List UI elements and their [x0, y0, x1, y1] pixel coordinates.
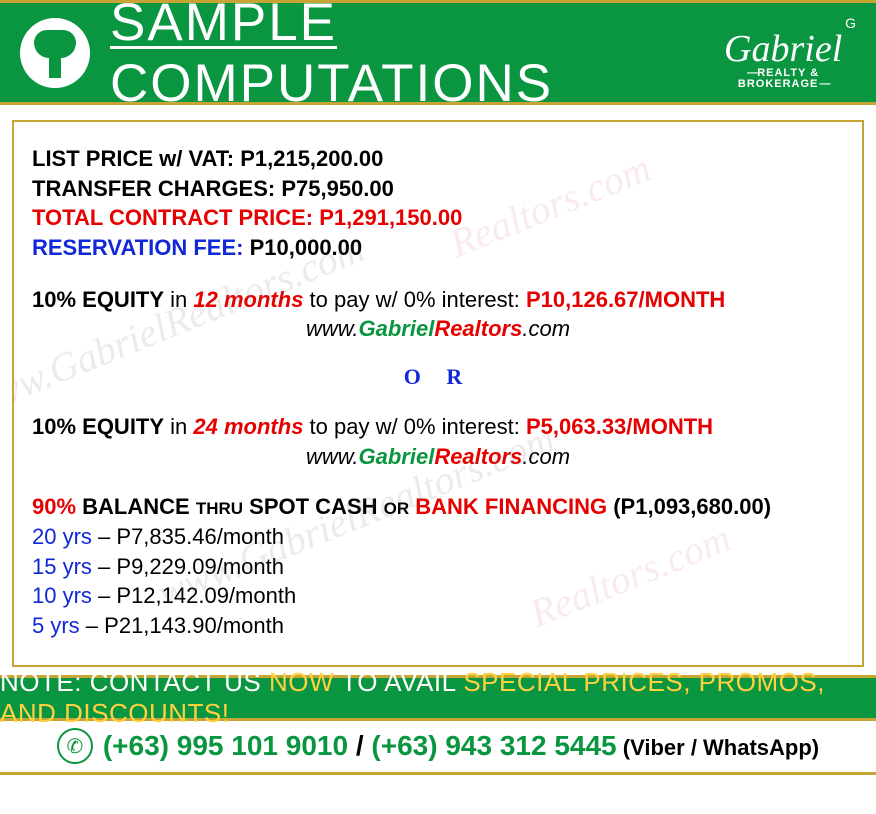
note-pre: NOTE: CONTACT US — [0, 667, 269, 697]
header-bar: SAMPLE COMPUTATIONS G Gabriel REALTY & B… — [0, 0, 876, 105]
balance-amt: P7,835.46/month — [116, 524, 284, 549]
balance-pct: 90% — [32, 494, 76, 519]
balance-thru: THRU — [196, 499, 243, 518]
equity-terms: to pay w/ 0% interest: — [303, 287, 526, 312]
balance-term: 10 yrs — [32, 583, 92, 608]
total-label: TOTAL CONTRACT PRICE: — [32, 205, 319, 230]
equity-pct: 10% EQUITY — [32, 414, 164, 439]
content-wrap: www.GabrielRealtors.com Realtors.com www… — [0, 105, 876, 667]
site-www: www. — [306, 316, 359, 341]
phone-bar: ✆ (+63) 995 101 9010 / (+63) 943 312 544… — [0, 721, 876, 775]
transfer-label: TRANSFER CHARGES: — [32, 176, 281, 201]
equity-24mo-row: 10% EQUITY in 24 months to pay w/ 0% int… — [32, 412, 844, 442]
phone-slash: / — [348, 730, 371, 761]
equity-in: in — [164, 287, 193, 312]
site-com: .com — [522, 444, 570, 469]
balance-or: OR — [384, 499, 410, 518]
balance-spot: SPOT CASH — [243, 494, 384, 519]
balance-sep: – — [92, 583, 116, 608]
equity-months: 24 months — [193, 414, 303, 439]
balance-term: 5 yrs — [32, 613, 80, 638]
total-contract-row: TOTAL CONTRACT PRICE: P1,291,150.00 — [32, 203, 844, 233]
balance-term: 20 yrs — [32, 524, 92, 549]
note-text: NOTE: CONTACT US NOW TO AVAIL SPECIAL PR… — [0, 667, 876, 729]
list-price-row: LIST PRICE w/ VAT: P1,215,200.00 — [32, 144, 844, 174]
phone-apps: (Viber / WhatsApp) — [617, 735, 820, 760]
list-price-label: LIST PRICE w/ VAT: — [32, 146, 240, 171]
reservation-label: RESERVATION FEE: — [32, 235, 250, 260]
equity-terms: to pay w/ 0% interest: — [303, 414, 526, 439]
equity-pct: 10% EQUITY — [32, 287, 164, 312]
note-mid: TO AVAIL — [334, 667, 463, 697]
equity-amount: P5,063.33/MONTH — [526, 414, 713, 439]
list-price-value: P1,215,200.00 — [240, 146, 383, 171]
mushroom-logo-icon — [20, 18, 90, 88]
brand-block: G Gabriel REALTY & BROKERAGE — [710, 16, 856, 90]
site-realtors: Realtors — [434, 316, 522, 341]
equity-in: in — [164, 414, 193, 439]
balance-sep: – — [92, 524, 116, 549]
website-line: www.GabrielRealtors.com — [32, 316, 844, 342]
site-gabriel: Gabriel — [359, 316, 435, 341]
site-realtors: Realtors — [434, 444, 522, 469]
balance-header-row: 90% BALANCE THRU SPOT CASH OR BANK FINAN… — [32, 492, 844, 522]
note-bar: NOTE: CONTACT US NOW TO AVAIL SPECIAL PR… — [0, 675, 876, 721]
balance-term: 15 yrs — [32, 554, 92, 579]
equity-12mo-row: 10% EQUITY in 12 months to pay w/ 0% int… — [32, 285, 844, 315]
phone-number-2: (+63) 943 312 5445 — [371, 730, 616, 761]
page-title: SAMPLE COMPUTATIONS — [110, 0, 710, 114]
note-now: NOW — [269, 667, 334, 697]
balance-item: 15 yrs – P9,229.09/month — [32, 552, 844, 582]
site-gabriel: Gabriel — [359, 444, 435, 469]
phone-number-1: (+63) 995 101 9010 — [103, 730, 348, 761]
equity-amount: P10,126.67/MONTH — [526, 287, 725, 312]
balance-item: 20 yrs – P7,835.46/month — [32, 522, 844, 552]
balance-amt: P21,143.90/month — [104, 613, 284, 638]
balance-amt: P9,229.09/month — [116, 554, 284, 579]
balance-word: BALANCE — [76, 494, 196, 519]
computation-box: www.GabrielRealtors.com Realtors.com www… — [12, 120, 864, 667]
total-value: P1,291,150.00 — [319, 205, 462, 230]
balance-sep: – — [92, 554, 116, 579]
transfer-value: P75,950.00 — [281, 176, 394, 201]
site-com: .com — [522, 316, 570, 341]
brand-tagline: REALTY & BROKERAGE — [710, 68, 856, 90]
phone-text: (+63) 995 101 9010 / (+63) 943 312 5445 … — [103, 730, 819, 762]
phone-icon: ✆ — [57, 728, 93, 764]
balance-amount: (P1,093,680.00) — [613, 494, 771, 519]
balance-sep: – — [80, 613, 104, 638]
balance-item: 5 yrs – P21,143.90/month — [32, 611, 844, 641]
equity-months: 12 months — [193, 287, 303, 312]
reservation-value: P10,000.00 — [250, 235, 363, 260]
balance-item: 10 yrs – P12,142.09/month — [32, 581, 844, 611]
transfer-row: TRANSFER CHARGES: P75,950.00 — [32, 174, 844, 204]
website-line: www.GabrielRealtors.com — [32, 444, 844, 470]
site-www: www. — [306, 444, 359, 469]
balance-amt: P12,142.09/month — [116, 583, 296, 608]
or-separator: O R — [32, 364, 844, 390]
balance-bank: BANK FINANCING — [409, 494, 613, 519]
reservation-row: RESERVATION FEE: P10,000.00 — [32, 233, 844, 263]
brand-name: Gabriel — [710, 30, 856, 68]
